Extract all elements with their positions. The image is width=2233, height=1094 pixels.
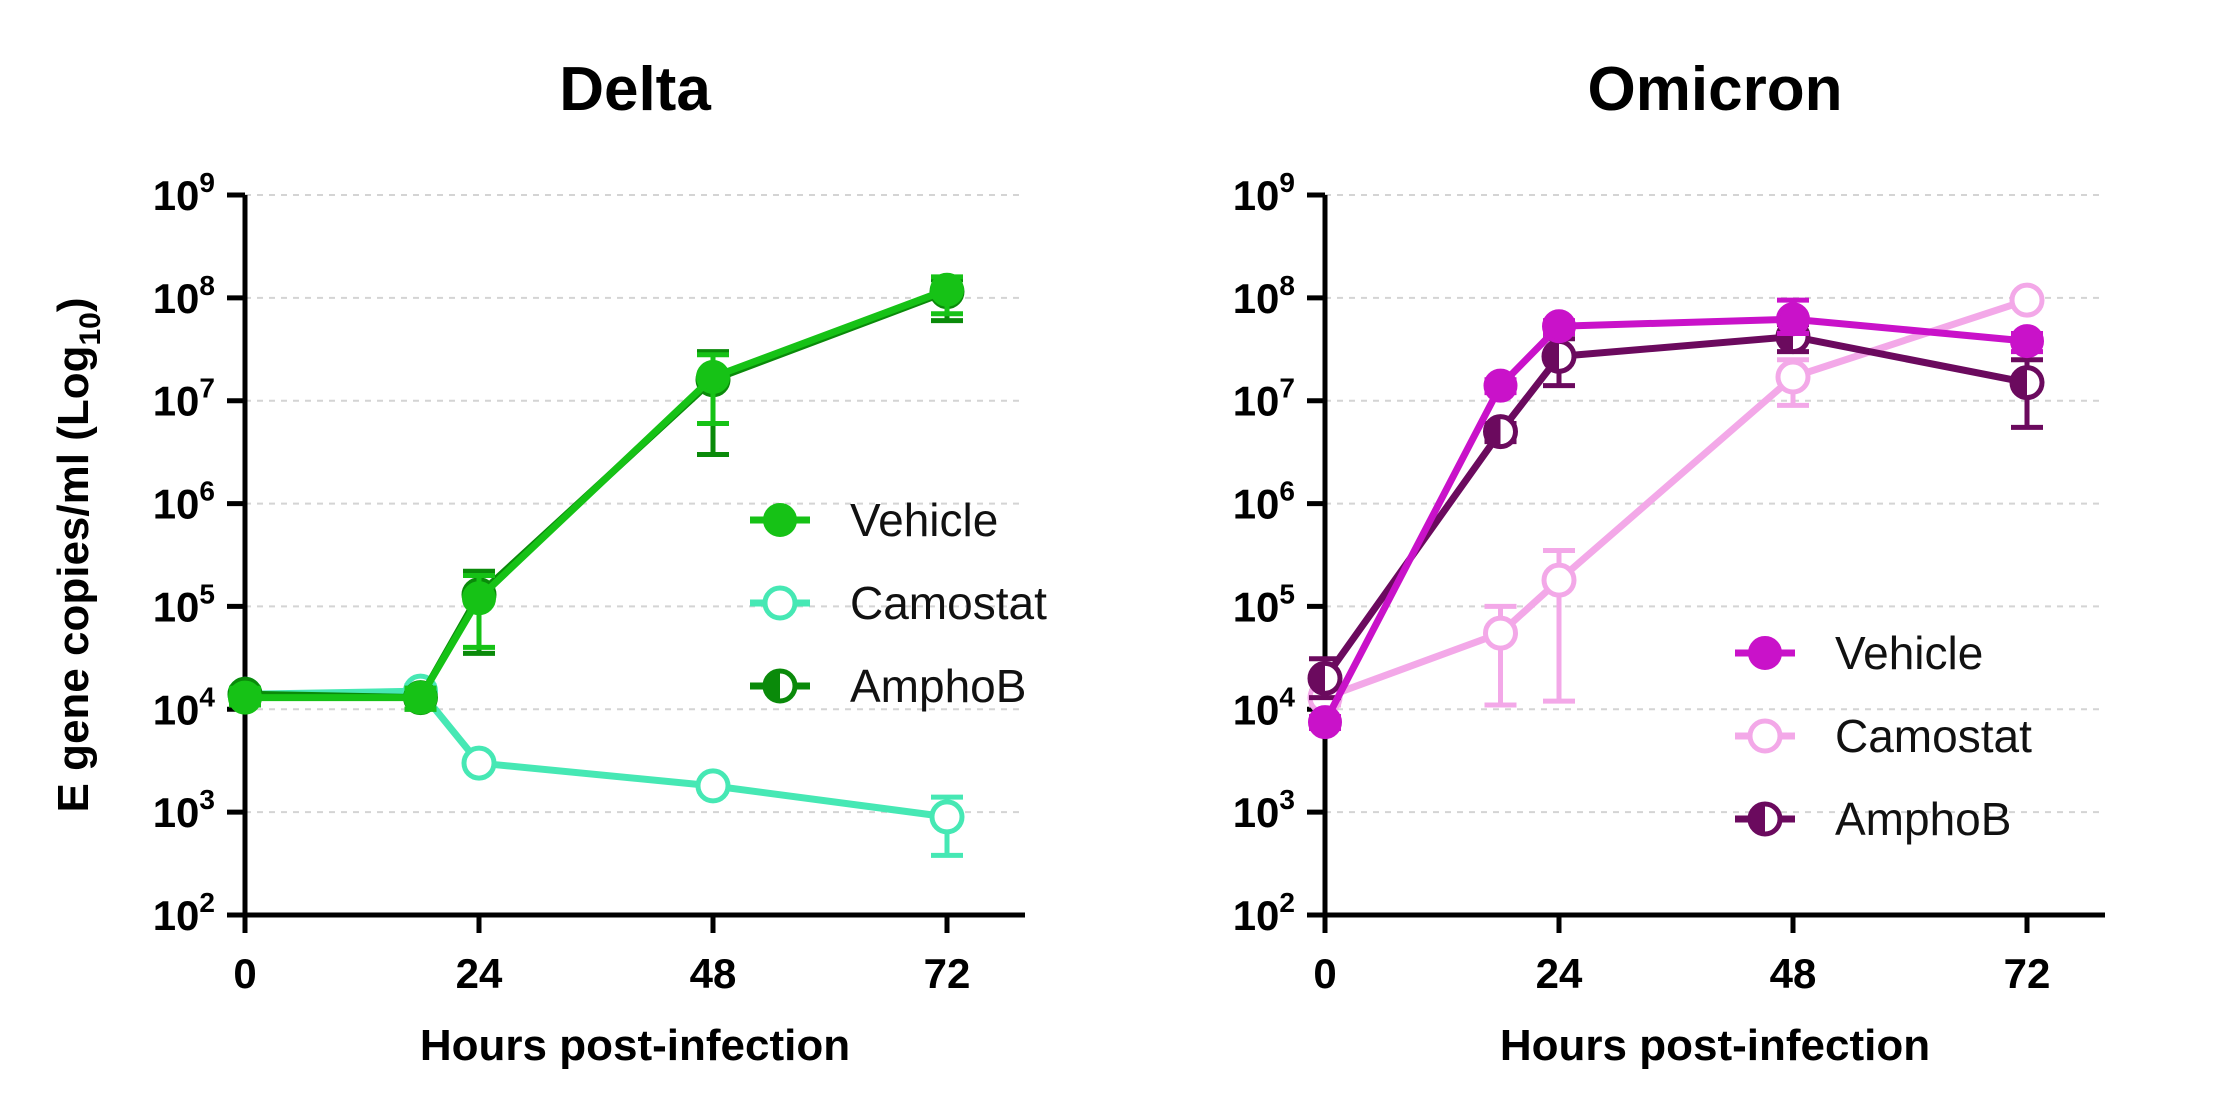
data-point <box>1541 338 1577 374</box>
x-axis-label: Hours post-infection <box>420 1021 850 1070</box>
data-point <box>1307 660 1343 696</box>
legend-item-amphob: AmphoB <box>1735 793 2011 845</box>
legend-marker <box>762 585 798 621</box>
data-point <box>1483 615 1518 651</box>
y-tick-label: 104 <box>1233 681 1296 733</box>
y-axis-label: E gene copies/ml (Log10) <box>49 298 107 813</box>
data-point <box>1775 359 1811 395</box>
data-point <box>1542 309 1576 344</box>
y-tick-label: 107 <box>153 373 215 425</box>
legend-label: Vehicle <box>850 494 998 546</box>
series-vehicle <box>228 272 964 715</box>
chart-panel-omicron: Omicron 102 103 104 105 106 107 108 109 0 24 48 72 Ho… <box>1233 55 2105 1070</box>
data-point <box>1308 705 1342 740</box>
legend-item-vehicle: Vehicle <box>1735 627 1983 679</box>
y-tick-label: 106 <box>1233 476 1295 528</box>
marker-half-fill <box>1750 804 1765 834</box>
y-tick-label: 104 <box>153 681 216 733</box>
data-point <box>228 680 262 715</box>
series-vehicle <box>1308 297 2044 740</box>
y-tick-label: 109 <box>153 167 215 219</box>
chart-panel-delta: Delta 102 103 104 105 106 107 108 109 0 24 48 72 Hour… <box>49 55 1047 1070</box>
x-tick-label: 0 <box>233 950 256 997</box>
legend-label: Camostat <box>1835 710 2032 762</box>
y-tick-label: 102 <box>153 887 215 939</box>
data-point <box>462 581 496 616</box>
legend-item-camostat: Camostat <box>750 577 1047 629</box>
chart-title: Delta <box>559 55 711 124</box>
legend-label: AmphoB <box>1835 793 2011 845</box>
data-point <box>2009 282 2045 318</box>
y-tick-label: 103 <box>153 784 215 836</box>
data-point <box>1483 414 1518 450</box>
legend-item-camostat: Camostat <box>1735 710 2032 762</box>
x-tick-label: 0 <box>1313 950 1336 997</box>
y-tick-label: 103 <box>1233 784 1295 836</box>
y-tick-label: 108 <box>153 270 215 322</box>
x-tick-label: 72 <box>2004 950 2051 997</box>
series-line <box>244 288 949 702</box>
x-tick-label: 24 <box>1536 950 1583 997</box>
data-point <box>461 745 497 781</box>
y-tick-label: 108 <box>1233 270 1295 322</box>
data-point <box>929 799 965 835</box>
data-point <box>1483 368 1518 403</box>
legend-marker <box>1747 801 1783 837</box>
legend-label: AmphoB <box>850 660 1026 712</box>
legend-marker <box>1748 636 1782 670</box>
marker-half-fill <box>765 671 780 701</box>
legend-marker <box>762 668 798 704</box>
x-tick-label: 24 <box>456 950 503 997</box>
legend-item-amphob: AmphoB <box>750 660 1026 712</box>
legend-marker <box>763 503 797 537</box>
series-amphob <box>1307 319 2045 701</box>
data-point <box>695 768 731 804</box>
y-tick-label: 109 <box>1233 167 1295 219</box>
data-point <box>2010 324 2044 359</box>
marker-half-fill <box>1310 663 1325 694</box>
legend: Vehicle Camostat AmphoB <box>750 494 1047 712</box>
legend: Vehicle Camostat AmphoB <box>1735 627 2032 845</box>
legend-marker <box>1747 718 1783 754</box>
data-point <box>2009 365 2045 401</box>
y-tick-label: 105 <box>1233 578 1295 630</box>
x-tick-label: 48 <box>690 950 737 997</box>
y-tick-label: 106 <box>153 476 215 528</box>
chart-title: Omicron <box>1588 55 1843 124</box>
marker-half-fill <box>1544 341 1559 372</box>
data-point <box>403 680 438 715</box>
marker-half-fill <box>2012 367 2027 398</box>
legend-label: Camostat <box>850 577 1047 629</box>
data-point <box>696 360 730 395</box>
x-tick-label: 48 <box>1770 950 1817 997</box>
data-point <box>1776 302 1810 337</box>
data-point <box>930 272 964 307</box>
data-point <box>1541 562 1577 598</box>
legend-item-vehicle: Vehicle <box>750 494 998 546</box>
series-line <box>245 286 949 702</box>
y-tick-label: 105 <box>153 578 215 630</box>
y-tick-label: 102 <box>1233 887 1295 939</box>
x-axis-label: Hours post-infection <box>1500 1021 1930 1070</box>
marker-half-fill <box>1485 416 1501 447</box>
x-tick-label: 72 <box>924 950 971 997</box>
y-tick-label: 107 <box>1233 373 1295 425</box>
legend-label: Vehicle <box>1835 627 1983 679</box>
